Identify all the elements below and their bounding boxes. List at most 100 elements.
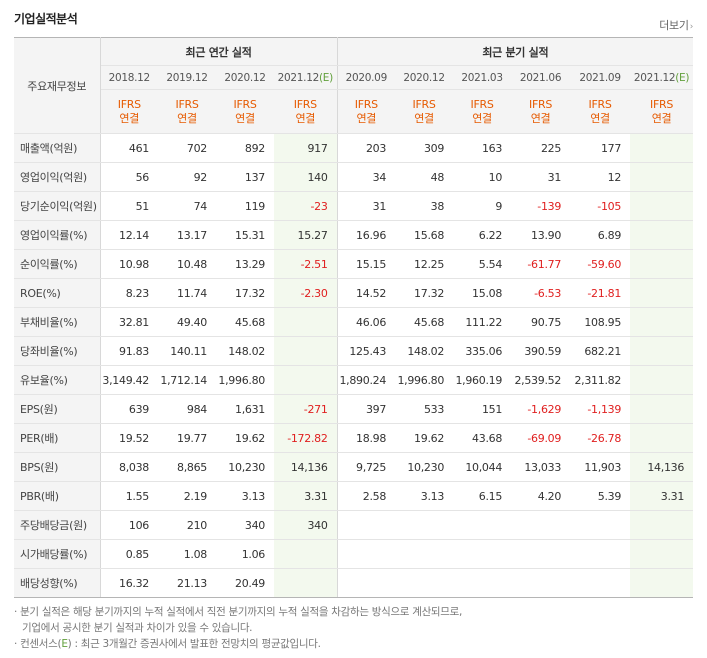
table-cell: -105 — [570, 191, 631, 221]
consolidated-text: 연결 — [356, 111, 377, 125]
table-cell — [511, 539, 571, 569]
table-cell — [630, 307, 694, 337]
metric-label: ROE(%) — [14, 278, 101, 308]
table-row: 순이익률(%) 10.98 10.48 13.29 -2.51 15.15 12.25 5.5… — [14, 249, 694, 279]
table-cell: -1,139 — [570, 394, 631, 424]
table-cell: -6.53 — [511, 278, 571, 308]
period-header-row: 2018.12 2019.12 2020.12 2021.12(E) 2020.09 20… — [14, 65, 694, 90]
table-cell: 390.59 — [511, 336, 571, 366]
period-label: 2018.12 — [108, 71, 151, 84]
more-link[interactable]: 더보기› — [659, 17, 693, 33]
metric-label: 주당배당금(원) — [14, 510, 101, 540]
table-cell: 1,712.14 — [158, 365, 216, 395]
table-cell: 2,539.52 — [511, 365, 571, 395]
table-cell: 12 — [570, 162, 631, 192]
ifrs-text: IFRS — [233, 97, 257, 111]
table-cell — [630, 394, 694, 424]
metric-label: PBR(배) — [14, 481, 101, 511]
table-cell: 19.62 — [395, 423, 454, 453]
table-cell: -1,629 — [511, 394, 571, 424]
table-cell: 397 — [336, 394, 396, 424]
table-cell: 1.55 — [100, 481, 158, 511]
table-cell: 340 — [216, 510, 274, 540]
table-cell: 119 — [216, 191, 274, 221]
ifrs-text: IFRS — [117, 97, 141, 111]
table-cell: -2.30 — [274, 278, 338, 308]
table-cell — [453, 568, 512, 598]
period-header: 2018.12 — [100, 65, 158, 90]
table-cell: -139 — [511, 191, 571, 221]
table-cell: 19.52 — [100, 423, 158, 453]
table-cell: -2.51 — [274, 249, 338, 279]
metric-label: 당좌비율(%) — [14, 336, 101, 366]
table-cell — [274, 365, 338, 395]
table-cell — [274, 568, 338, 598]
metric-label: PER(배) — [14, 423, 101, 453]
table-cell: 177 — [570, 133, 631, 163]
consolidated-text: 연결 — [295, 111, 316, 125]
table-cell: 151 — [453, 394, 512, 424]
table-cell: 12.14 — [100, 220, 158, 250]
table-cell: 1,631 — [216, 394, 274, 424]
table-cell: 10,230 — [395, 452, 454, 482]
table-cell — [274, 307, 338, 337]
table-cell: 2.58 — [336, 481, 396, 511]
table-cell: 1.06 — [216, 539, 274, 569]
metric-label: 매출액(억원) — [14, 133, 101, 163]
table-row: 유보율(%) 3,149.42 1,712.14 1,996.80 1,890.24 1,… — [14, 365, 694, 395]
table-row: 주당배당금(원) 106 210 340 340 — [14, 510, 694, 540]
table-cell: 5.54 — [453, 249, 512, 279]
ifrs-consolidated-label: IFRS 연결 — [630, 89, 694, 134]
table-cell: 108.95 — [570, 307, 631, 337]
table-row: 영업이익률(%) 12.14 13.17 15.31 15.27 16.96 15.68 6.… — [14, 220, 694, 250]
table-cell: 140 — [274, 162, 338, 192]
table-row: 매출액(억원) 461 702 892 917 203 309 163 225 177 — [14, 133, 694, 163]
metric-label: 부채비율(%) — [14, 307, 101, 337]
table-cell: 15.27 — [274, 220, 338, 250]
table-cell — [630, 191, 694, 221]
table-cell: 8.23 — [100, 278, 158, 308]
table-cell — [630, 220, 694, 250]
table-cell: 13,033 — [511, 452, 571, 482]
ifrs-consolidated-label: IFRS 연결 — [570, 89, 631, 134]
period-label: 2020.12 — [403, 71, 445, 84]
table-cell — [336, 568, 396, 598]
ifrs-text: IFRS — [175, 97, 199, 111]
table-cell: 10 — [453, 162, 512, 192]
table-cell: 6.15 — [453, 481, 512, 511]
table-cell: 10.48 — [158, 249, 216, 279]
table-cell: 309 — [395, 133, 454, 163]
table-cell — [511, 510, 571, 540]
table-cell: 335.06 — [453, 336, 512, 366]
table-cell: 125.43 — [336, 336, 396, 366]
table-cell: 16.96 — [336, 220, 396, 250]
more-label[interactable]: 더보기 — [659, 19, 689, 32]
table-cell: 340 — [274, 510, 338, 540]
table-cell: -59.60 — [570, 249, 631, 279]
ifrs-text: IFRS — [588, 97, 612, 111]
consolidated-text: 연결 — [235, 111, 255, 125]
table-cell — [336, 510, 396, 540]
table-cell: 18.98 — [336, 423, 396, 453]
table-cell: 92 — [158, 162, 216, 192]
table-cell: 137 — [216, 162, 274, 192]
table-cell: 5.39 — [570, 481, 631, 511]
period-header: 2021.06 — [511, 65, 571, 90]
table-cell: 6.89 — [570, 220, 631, 250]
table-cell: 21.13 — [158, 568, 216, 598]
table-cell: 34 — [336, 162, 396, 192]
ifrs-text: IFRS — [529, 97, 553, 111]
table-cell: 111.22 — [453, 307, 512, 337]
metric-label: BPS(원) — [14, 452, 101, 482]
period-header: 2021.12(E) — [630, 65, 694, 90]
table-cell — [395, 510, 454, 540]
period-label: 2021.03 — [461, 71, 503, 84]
table-cell: 17.32 — [395, 278, 454, 308]
table-row: PER(배) 19.52 19.77 19.62 -172.82 18.98 19.62 43… — [14, 423, 694, 453]
row-header-label: 주요재무정보 — [14, 37, 101, 134]
table-cell: 74 — [158, 191, 216, 221]
footnotes: · 분기 실적은 해당 분기까지의 누적 실적에서 직전 분기까지의 누적 실적… — [14, 604, 462, 652]
table-cell: 16.32 — [100, 568, 158, 598]
ifrs-text: IFRS — [354, 97, 378, 111]
estimate-marker: (E) — [318, 71, 333, 84]
